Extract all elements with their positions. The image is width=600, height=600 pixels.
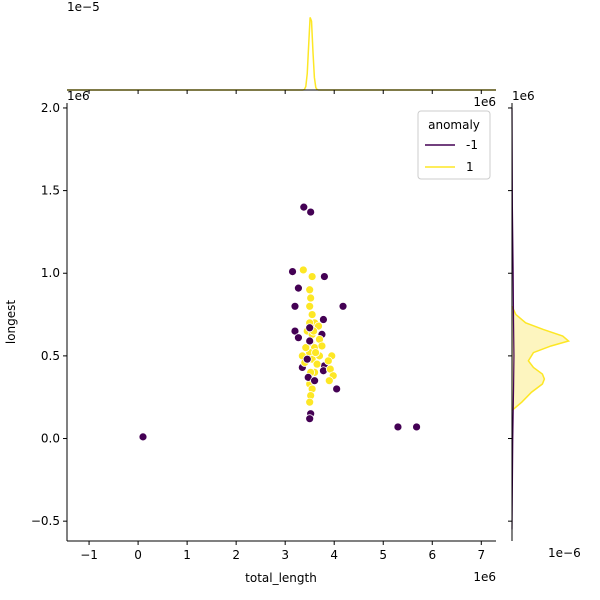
scatter-point — [393, 422, 403, 432]
main-axes: −1 0 1 2 3 4 5 6 7 −0.5 0.0 0.5 1.0 1.5 2.0 1e6 1e6 to… — [4, 89, 512, 585]
scatter-point — [332, 384, 342, 394]
scatter-point — [317, 341, 327, 351]
scatter-point — [288, 267, 297, 276]
top-marginal-axes: 1e−5 1e6 — [67, 0, 496, 109]
scatter-point — [305, 397, 315, 407]
right-offset-text: 1e6 — [512, 89, 535, 103]
scatter-point — [138, 432, 148, 442]
x-tick-label: 4 — [330, 548, 338, 562]
x-tick-label: 3 — [281, 548, 289, 562]
y-axis-label: longest — [4, 300, 18, 345]
legend-label-anomaly: -1 — [466, 138, 478, 152]
top-offset-text: 1e−5 — [67, 0, 100, 14]
scatter-point — [305, 285, 315, 295]
scatter-point — [323, 356, 333, 366]
scatter-point — [294, 333, 303, 343]
legend-title: anomaly — [428, 118, 480, 132]
y-offset-text: 1e6 — [67, 89, 90, 103]
scatter-point — [306, 207, 316, 217]
scatter-point — [319, 315, 328, 324]
scatter-point — [307, 272, 317, 281]
x-tick-label: −1 — [80, 548, 98, 562]
legend: anomaly -1 1 — [417, 110, 491, 180]
scatter-point — [305, 414, 315, 424]
points-layer — [138, 202, 421, 442]
scatter-point — [305, 301, 315, 311]
y-tick-label: −0.5 — [31, 514, 60, 528]
x-tick-label: 1 — [183, 548, 191, 562]
x-tick-label: 2 — [232, 548, 240, 562]
scatter-point — [338, 301, 348, 311]
y-tick-label: 1.0 — [41, 266, 60, 280]
tick-layer: −1 0 1 2 3 4 5 6 7 −0.5 0.0 0.5 1.0 1.5 2.0 — [31, 90, 512, 562]
right-marginal-fill — [512, 306, 569, 411]
scatter-point — [412, 422, 421, 432]
y-tick-label: 0.5 — [41, 349, 60, 363]
x-tick-label: 0 — [134, 548, 142, 562]
scatter-point — [312, 359, 322, 369]
top-marginal-curve — [67, 17, 496, 91]
scatter-point — [301, 343, 311, 353]
x-tick-label: 6 — [428, 548, 436, 562]
right-marginal-curve-normal — [511, 107, 515, 530]
scatter-point — [294, 283, 303, 293]
right-marginal-axes: 1e6 1e−6 — [511, 89, 581, 560]
scatter-point — [299, 202, 309, 212]
right-marginal-curve-anomaly — [511, 305, 571, 412]
scatter-point — [302, 354, 312, 364]
scatter-point — [306, 293, 316, 303]
scatter-point — [324, 376, 334, 386]
scatter-point — [311, 348, 320, 357]
x-tick-label: 5 — [379, 548, 387, 562]
top-right-offset-text: 1e6 — [473, 95, 496, 109]
scatter-point — [319, 272, 329, 281]
x-tick-label: 7 — [477, 548, 485, 562]
scatter-point — [290, 301, 300, 311]
y-tick-label: 2.0 — [41, 101, 60, 115]
bottom-right-offset-text: 1e−6 — [548, 546, 581, 560]
scatter-point — [298, 265, 308, 275]
x-offset-text: 1e6 — [473, 570, 496, 584]
y-tick-label: 1.5 — [41, 184, 60, 198]
legend-label-normal: 1 — [466, 160, 474, 174]
y-tick-label: 0.0 — [41, 432, 60, 446]
scatter-point — [310, 376, 319, 386]
scatter-point — [307, 310, 317, 319]
x-axis-label: total_length — [245, 571, 317, 585]
scatter-point — [305, 323, 315, 333]
scatter-point — [305, 336, 315, 346]
